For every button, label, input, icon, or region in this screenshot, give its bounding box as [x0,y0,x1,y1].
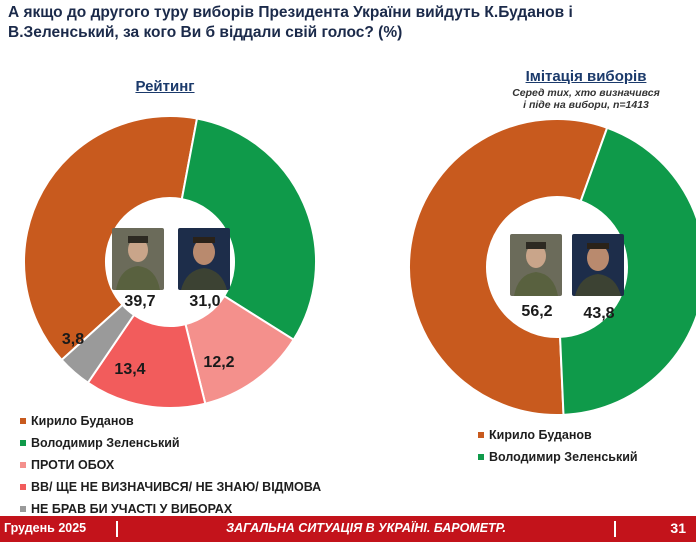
legend-right-label-1: Володимир Зеленський [489,450,638,464]
donut1-value-label-1: 43,8 [583,305,614,322]
footer-date: Грудень 2025 [4,521,87,535]
donut0-value-label-2: 12,2 [203,354,234,371]
legend-left-label-4: НЕ БРАВ БИ УЧАСТІ У ВИБОРАХ [31,502,233,516]
donut0-value-label-3: 13,4 [114,361,145,378]
legend-left-swatch-1 [20,440,26,446]
donut0-value-label-1: 31,0 [189,293,220,310]
legend-left-item-2: ПРОТИ ОБОХ [20,454,321,476]
legend-right-swatch-0 [478,432,484,438]
legend-left-swatch-4 [20,506,26,512]
legend-left-swatch-0 [20,418,26,424]
legend-left-item-3: ВВ/ ЩЕ НЕ ВИЗНАЧИВСЯ/ НЕ ЗНАЮ/ ВІДМОВА [20,476,321,498]
legend-left-item-1: Володимир Зеленський [20,432,321,454]
zelensky-portrait-left [178,228,230,290]
legend-left-label-2: ПРОТИ ОБОХ [31,458,115,472]
legend-left-label-3: ВВ/ ЩЕ НЕ ВИЗНАЧИВСЯ/ НЕ ЗНАЮ/ ВІДМОВА [31,480,322,494]
legend-left-label-1: Володимир Зеленський [31,436,180,450]
budanov-portrait-left [112,228,164,290]
legend-right: Кирило Буданов Володимир Зеленський [478,424,638,468]
donut0-slice-1 [180,117,317,342]
right-panel-title: Імітація виборів [525,68,647,85]
legend-right-item-0: Кирило Буданов [478,424,638,446]
left-panel-title: Рейтинг [135,78,195,95]
donut1-value-label-0: 56,2 [521,303,552,320]
budanov-portrait-right [510,234,562,296]
legend-right-label-0: Кирило Буданов [489,428,592,442]
legend-left: Кирило Буданов Володимир Зеленський ПРОТИ … [20,410,321,520]
footer-center-text: ЗАГАЛЬНА СИТУАЦІЯ В УКРАЇНІ. БАРОМЕТР. [116,521,616,537]
chart-title: А якщо до другого туру виборів Президент… [8,4,573,41]
right-panel-note-line1: Серед тих, хто визначився [512,87,660,99]
footer-bar: Грудень 2025 ЗАГАЛЬНА СИТУАЦІЯ В УКРАЇНІ… [0,516,696,542]
right-panel-note: Серед тих, хто визначився і піде на вибо… [476,87,696,111]
donut0-value-label-0: 39,7 [124,293,155,310]
donut0-value-label-4: 3,8 [62,331,84,348]
legend-left-item-0: Кирило Буданов [20,410,321,432]
legend-right-item-1: Володимир Зеленський [478,446,638,468]
legend-left-swatch-3 [20,484,26,490]
right-panel-note-line2: і піде на вибори, n=1413 [523,99,649,111]
page-number: 31 [670,520,686,536]
legend-left-label-0: Кирило Буданов [31,414,134,428]
zelensky-portrait-right [572,234,624,296]
legend-left-item-4: НЕ БРАВ БИ УЧАСТІ У ВИБОРАХ [20,498,321,520]
legend-left-swatch-2 [20,462,26,468]
legend-right-swatch-1 [478,454,484,460]
